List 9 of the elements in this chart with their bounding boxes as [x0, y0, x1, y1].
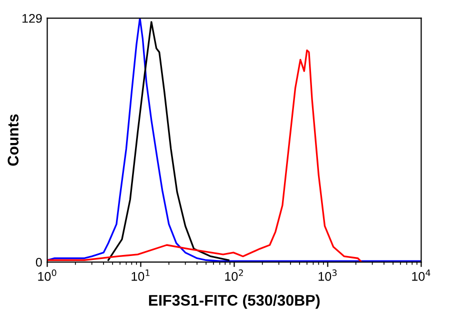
x-axis-title: EIF3S1-FITC (530/30BP) — [149, 294, 320, 309]
x-tick-label: 10$^{0}$ — [38, 269, 56, 281]
x-tick-label: 10$^{4}$ — [412, 270, 430, 281]
x-tick-label: 10$^{1}$ — [132, 270, 150, 281]
x-tick-label: 10$^{3}$ — [318, 269, 337, 281]
y-tick-label: 129 — [22, 14, 42, 23]
x-tick-label: 10$^{2}$ — [225, 269, 243, 281]
y-axis-title: Counts — [8, 114, 19, 166]
y-tick-label: 0 — [36, 258, 42, 267]
